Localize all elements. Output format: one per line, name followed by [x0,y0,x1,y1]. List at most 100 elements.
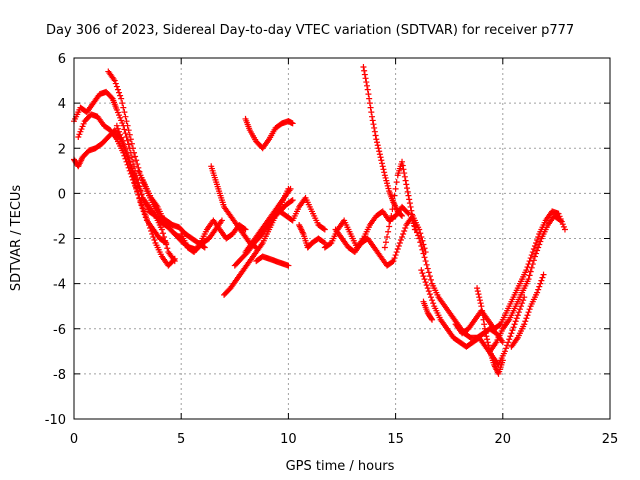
data-point-marker [117,114,124,121]
data-point-marker [535,286,542,293]
data-point-marker [430,300,437,307]
data-point-marker [534,247,541,254]
data-point-marker [135,182,142,189]
x-tick-label: 25 [602,432,619,447]
data-point-marker [136,185,143,192]
data-point-marker [425,269,432,276]
data-point-marker [161,233,168,240]
data-point-marker [114,86,121,93]
y-tick-label: 0 [58,187,66,202]
data-point-marker [125,127,132,134]
x-tick-label: 0 [70,432,78,447]
data-point-marker [528,252,535,259]
data-point-marker [387,218,394,225]
x-tick-label: 5 [177,432,185,447]
data-point-marker [531,253,538,260]
data-point-marker [129,145,136,152]
data-point-marker [404,209,411,216]
data-point-marker [409,211,416,218]
data-point-marker [123,118,130,125]
data-point-marker [400,166,407,173]
data-point-marker [407,203,414,210]
data-point-marker [78,126,85,133]
data-point-marker [113,106,120,113]
data-point-marker [124,122,131,129]
data-point-marker [129,167,136,174]
data-point-marker [537,238,544,245]
data-point-marker [121,143,128,150]
data-point-marker [401,227,408,234]
data-point-marker [362,75,369,82]
data-point-marker [482,330,489,337]
data-point-marker [118,95,125,102]
data-point-marker [526,258,533,265]
data-points [71,64,568,377]
data-point-marker [510,324,517,331]
data-point-marker [320,225,327,232]
data-point-marker [121,126,128,133]
data-point-marker [480,316,487,323]
y-tick-label: -6 [53,323,66,338]
data-point-marker [426,273,433,280]
data-point-marker [149,230,156,237]
x-tick-label: 20 [495,432,512,447]
x-axis-label: GPS time / hours [286,459,395,474]
data-point-marker [128,164,135,171]
data-point-marker [419,246,426,253]
data-point-marker [392,252,399,259]
data-point-marker [361,71,368,78]
data-point-marker [511,321,518,328]
data-point-marker [370,121,377,128]
y-tick-label: 2 [58,142,66,157]
data-point-marker [424,285,431,292]
data-point-marker [534,289,541,296]
data-point-marker [415,232,422,239]
data-point-marker [404,188,411,195]
data-point-marker [405,192,412,199]
data-point-marker [134,161,141,168]
data-point-marker [478,303,485,310]
data-point-marker [406,200,413,207]
data-point-marker [429,297,436,304]
data-point-marker [531,243,538,250]
data-point-marker [401,173,408,180]
data-point-marker [372,132,379,139]
data-point-marker [393,249,400,256]
data-point-marker [140,206,147,213]
data-point-marker [423,282,430,289]
data-point-marker [403,181,410,188]
data-point-marker [405,210,412,217]
data-point-marker [124,152,131,159]
data-point-marker [535,244,542,251]
data-point-marker [386,223,393,230]
data-point-marker [126,131,133,138]
data-point-marker [392,185,399,192]
data-point-marker [479,312,486,319]
data-point-marker [171,258,178,265]
data-point-marker [522,318,529,325]
data-point-marker [116,128,123,135]
data-point-marker [474,288,481,295]
data-point-marker [556,216,563,223]
data-point-marker [111,77,118,84]
data-point-marker [116,89,123,96]
data-point-marker [402,177,409,184]
data-point-marker [507,333,514,340]
data-point-marker [476,294,483,301]
data-point-marker [474,285,481,292]
data-point-marker [361,67,368,74]
data-point-marker [390,258,397,265]
data-point-marker [117,92,124,99]
data-point-marker [242,226,249,233]
data-point-marker [537,280,544,287]
data-point-marker [119,100,126,107]
data-point-marker [393,179,400,186]
data-point-marker [75,133,82,140]
data-point-marker [424,265,431,272]
data-point-marker [371,128,378,135]
data-point-marker [509,327,516,334]
data-point-marker [408,207,415,214]
data-point-marker [379,160,386,167]
data-point-marker [114,125,121,132]
data-point-marker [241,225,248,232]
